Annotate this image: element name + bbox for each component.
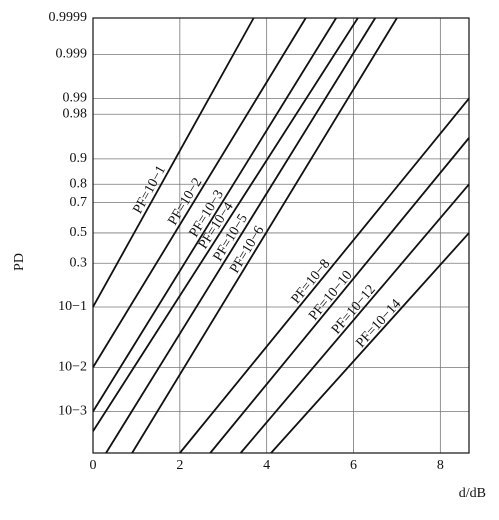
y-tick-label: 0.99 xyxy=(63,91,88,106)
y-tick-label: 0.999 xyxy=(56,47,88,62)
y-tick-label: 0.5 xyxy=(70,225,88,240)
series-line xyxy=(209,137,470,454)
y-tick-label: 0.8 xyxy=(70,177,88,192)
series-line xyxy=(92,17,359,432)
y-axis-label: PD xyxy=(12,253,27,271)
series-line xyxy=(92,17,337,412)
y-tick-label: 0.9 xyxy=(70,151,88,166)
x-tick-label: 6 xyxy=(350,458,357,473)
y-tick-label: 10−3 xyxy=(58,404,87,419)
y-tick-label: 0.7 xyxy=(70,195,88,210)
series-line xyxy=(179,97,470,454)
series-line xyxy=(92,17,255,308)
y-tick-label: 0.9999 xyxy=(49,10,88,25)
x-tick-label: 0 xyxy=(90,458,97,473)
series-line xyxy=(239,183,470,454)
y-tick-label: 0.3 xyxy=(70,255,88,270)
series-label: PF=10−1 xyxy=(131,163,170,216)
plot-frame xyxy=(92,17,470,454)
x-tick-label: 4 xyxy=(263,458,270,473)
series-line xyxy=(92,17,307,368)
x-tick-label: 2 xyxy=(176,458,183,473)
x-axis-label: d/dB xyxy=(459,486,486,501)
x-tick-label: 8 xyxy=(437,458,444,473)
y-tick-label: 10−1 xyxy=(58,299,87,314)
series-line xyxy=(105,17,376,454)
y-tick-label: 10−2 xyxy=(58,360,87,375)
series-line xyxy=(270,232,470,454)
series-line xyxy=(131,17,398,454)
y-tick-label: 0.98 xyxy=(63,106,88,121)
